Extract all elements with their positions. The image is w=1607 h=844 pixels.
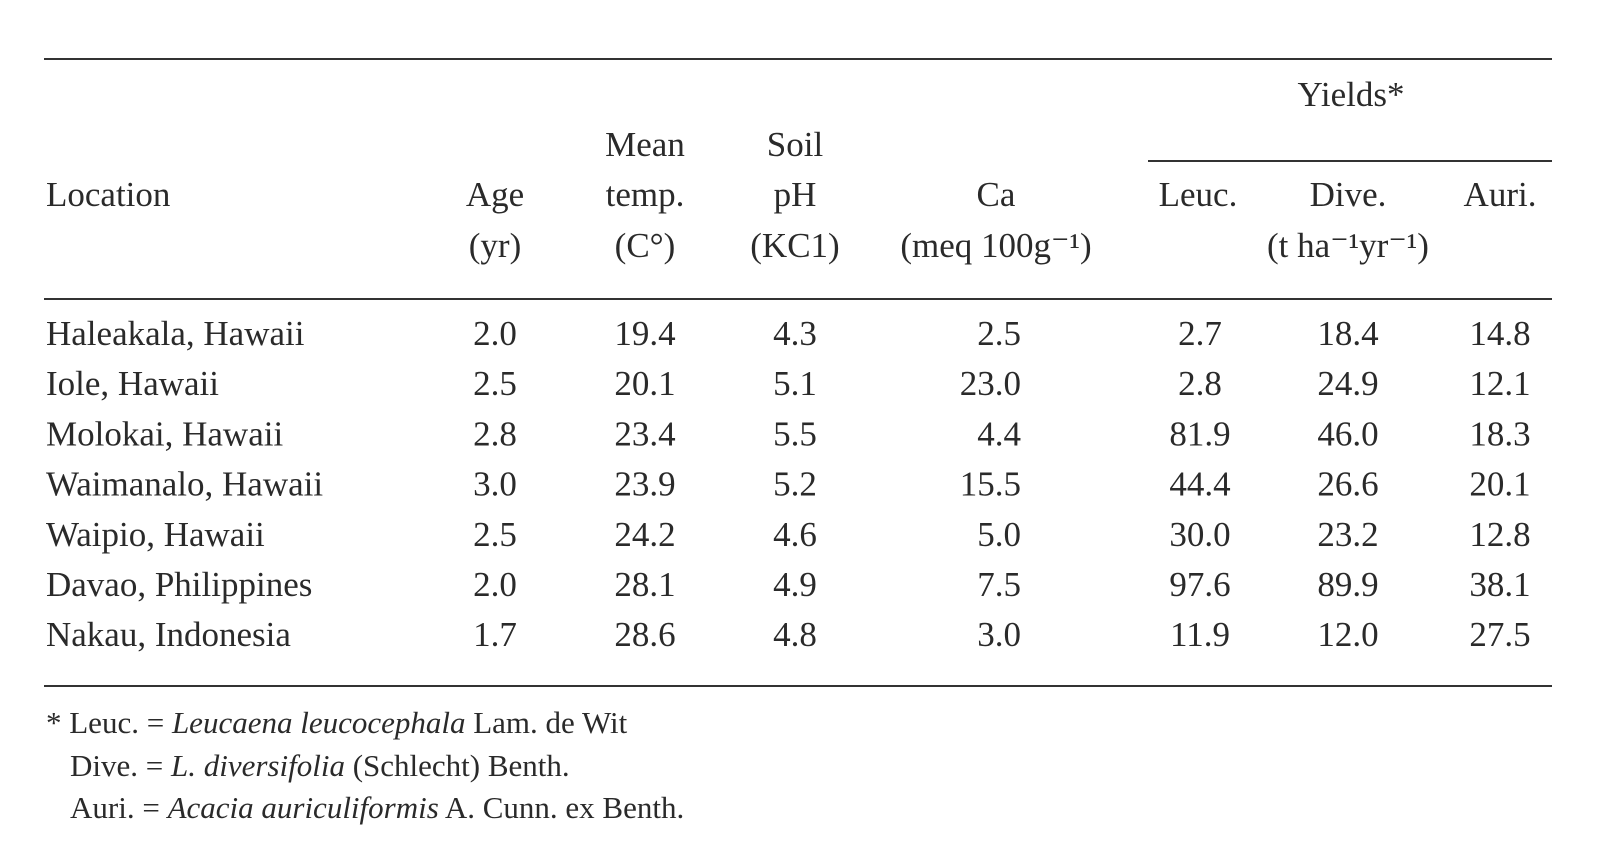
cell: 3.0 [977, 615, 1021, 654]
column-header: Mean [605, 125, 685, 164]
cell: 28.1 [614, 565, 675, 604]
footnote-suffix: (Schlecht) Benth. [345, 748, 570, 783]
cell: 14.8 [1469, 314, 1530, 353]
cell: 2.0 [473, 314, 517, 353]
cell: 11.9 [1170, 615, 1230, 654]
cell: 23.0 [960, 364, 1021, 403]
cell: 5.5 [773, 414, 817, 453]
footnote: Auri. = Acacia auriculiformis A. Cunn. e… [70, 790, 684, 825]
group-header: Yields* [1298, 75, 1405, 114]
cell: 1.7 [473, 615, 517, 654]
cell: 12.8 [1469, 515, 1530, 554]
footnote-prefix: * Leuc. = [46, 705, 172, 740]
cell: 2.7 [1178, 314, 1222, 353]
footnote: Dive. = L. diversifolia (Schlecht) Benth… [70, 748, 570, 783]
footnote-prefix: Dive. = [70, 748, 171, 783]
cell: 97.6 [1169, 565, 1230, 604]
cell: 38.1 [1469, 565, 1530, 604]
cell: 27.5 [1469, 615, 1530, 654]
cell: 2.5 [977, 314, 1021, 353]
cell: 15.5 [960, 465, 1021, 504]
footnote-suffix: A. Cunn. ex Benth. [439, 790, 684, 825]
cell: 18.3 [1469, 414, 1530, 453]
row-label: Molokai, Hawaii [46, 414, 283, 453]
column-header: Soil [767, 125, 824, 164]
column-header: (KC1) [750, 226, 839, 265]
cell: 20.1 [1469, 465, 1530, 504]
footnote: * Leuc. = Leucaena leucocephala Lam. de … [46, 705, 628, 740]
cell: 24.2 [614, 515, 675, 554]
cell: 4.4 [977, 414, 1021, 453]
cell: 18.4 [1317, 314, 1378, 353]
cell: 12.1 [1469, 364, 1530, 403]
footnote-suffix: Lam. de Wit [465, 705, 627, 740]
cell: 5.2 [773, 465, 817, 504]
column-header: Age [466, 175, 524, 214]
column-header: (yr) [469, 226, 521, 265]
footnote-prefix: Auri. = [70, 790, 168, 825]
column-header: pH [774, 175, 817, 214]
row-label: Haleakala, Hawaii [46, 314, 305, 353]
cell: 23.2 [1317, 515, 1378, 554]
cell: 89.9 [1317, 565, 1378, 604]
row-label: Waimanalo, Hawaii [46, 465, 323, 504]
cell: 2.5 [473, 515, 517, 554]
cell: 5.1 [773, 364, 817, 403]
cell: 19.4 [614, 314, 675, 353]
cell: 5.0 [977, 515, 1021, 554]
cell: 23.4 [614, 414, 675, 453]
cell: 46.0 [1317, 414, 1378, 453]
column-header: Auri. [1464, 175, 1537, 214]
cell: 24.9 [1317, 364, 1378, 403]
cell: 4.6 [773, 515, 817, 554]
cell: 7.5 [977, 565, 1021, 604]
cell: 2.8 [473, 414, 517, 453]
column-header: Location [46, 175, 170, 214]
footnote-italic: Leucaena leucocephala [171, 705, 466, 740]
row-label: Waipio, Hawaii [46, 515, 265, 554]
cell: 3.0 [473, 465, 517, 504]
cell: 20.1 [614, 364, 675, 403]
column-header: Ca [977, 175, 1016, 214]
group-units: (t ha⁻¹yr⁻¹) [1267, 226, 1429, 265]
cell: 23.9 [614, 465, 675, 504]
column-header: Leuc. [1159, 175, 1238, 214]
footnote-italic: L. diversifolia [170, 748, 345, 783]
cell: 4.9 [773, 565, 817, 604]
cell: 2.5 [473, 364, 517, 403]
cell: 12.0 [1317, 615, 1378, 654]
cell: 4.3 [773, 314, 817, 353]
cell: 28.6 [614, 615, 675, 654]
footnote-italic: Acacia auriculiformis [166, 790, 439, 825]
column-header: Dive. [1310, 175, 1387, 214]
column-header: (C°) [615, 226, 676, 265]
cell: 26.6 [1317, 465, 1378, 504]
cell: 2.8 [1178, 364, 1222, 403]
row-label: Iole, Hawaii [46, 364, 219, 403]
cell: 4.8 [773, 615, 817, 654]
column-header: temp. [606, 175, 685, 214]
cell: 44.4 [1169, 465, 1230, 504]
cell: 2.0 [473, 565, 517, 604]
row-label: Davao, Philippines [46, 565, 312, 604]
row-label: Nakau, Indonesia [46, 615, 291, 654]
cell: 81.9 [1169, 414, 1230, 453]
column-header: (meq 100g⁻¹) [900, 226, 1091, 265]
cell: 30.0 [1169, 515, 1230, 554]
